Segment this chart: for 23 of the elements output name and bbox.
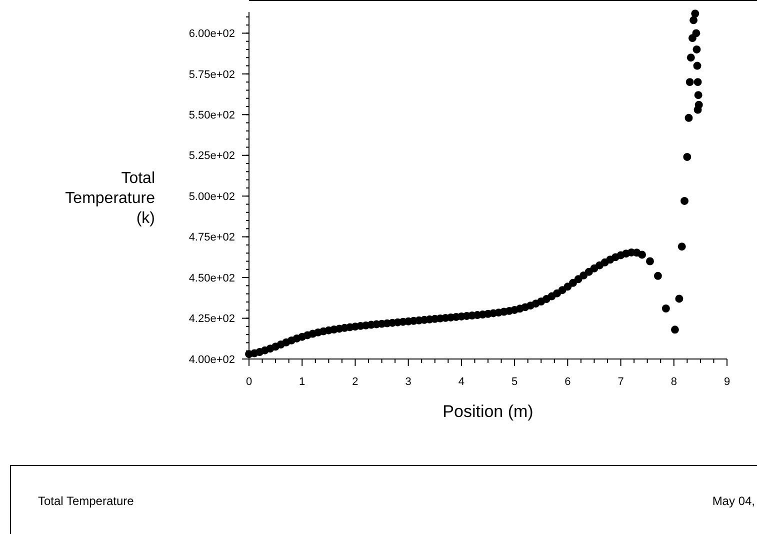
y-axis-title: Total Temperature (k) (65, 170, 156, 227)
x-tick-label: 1 (299, 376, 306, 388)
text: May 04, (712, 494, 755, 508)
x-tick-label: 3 (405, 376, 412, 388)
x-tick-label: 9 (724, 376, 730, 388)
y-tick-label: 4.75e+02 (188, 232, 235, 244)
x-tick-label: 5 (511, 376, 518, 388)
y-tick-label: 4.00e+02 (188, 354, 235, 366)
x-tick-label: 4 (458, 376, 465, 388)
y-tick-label: 5.00e+02 (188, 190, 235, 203)
y-tick-label: 4.50e+02 (188, 272, 235, 284)
y-tick-label: 4.25e+02 (188, 313, 235, 326)
x-tick-label: 7 (618, 376, 624, 388)
text: Total Temperature (38, 494, 134, 508)
y-tick-label: 6.00e+02 (188, 28, 235, 40)
y-tick-label: 5.25e+02 (188, 150, 235, 162)
x-tick-label: 6 (564, 376, 571, 388)
x-tick-label: 8 (670, 376, 677, 388)
x-tick-label: 0 (246, 376, 252, 388)
y-tick-label: 5.50e+02 (188, 109, 235, 122)
x-tick-label: 2 (352, 376, 358, 388)
x-axis-title: Position (m) (442, 402, 534, 421)
y-tick-label: 5.75e+02 (188, 68, 235, 81)
